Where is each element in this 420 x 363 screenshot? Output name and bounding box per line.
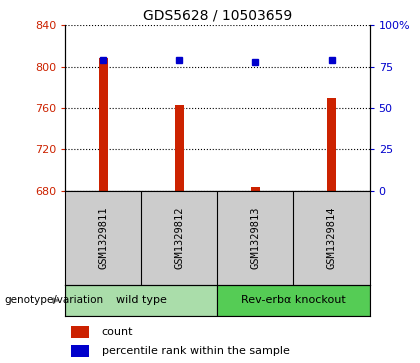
Text: count: count bbox=[102, 327, 133, 337]
Bar bbox=[99, 58, 108, 191]
Bar bbox=[251, 187, 260, 191]
Text: GSM1329812: GSM1329812 bbox=[174, 207, 184, 269]
Bar bbox=[327, 98, 336, 191]
Bar bbox=[218, 285, 370, 316]
Bar bbox=[65, 285, 218, 316]
Text: GSM1329814: GSM1329814 bbox=[326, 207, 336, 269]
Title: GDS5628 / 10503659: GDS5628 / 10503659 bbox=[143, 9, 292, 23]
Text: genotype/variation: genotype/variation bbox=[4, 295, 103, 305]
Bar bbox=[175, 105, 184, 191]
Text: GSM1329813: GSM1329813 bbox=[250, 207, 260, 269]
Text: percentile rank within the sample: percentile rank within the sample bbox=[102, 346, 289, 356]
Bar bbox=[71, 326, 89, 338]
Text: GSM1329811: GSM1329811 bbox=[98, 207, 108, 269]
Bar bbox=[71, 345, 89, 357]
Text: Rev-erbα knockout: Rev-erbα knockout bbox=[241, 295, 346, 305]
Text: wild type: wild type bbox=[116, 295, 167, 305]
